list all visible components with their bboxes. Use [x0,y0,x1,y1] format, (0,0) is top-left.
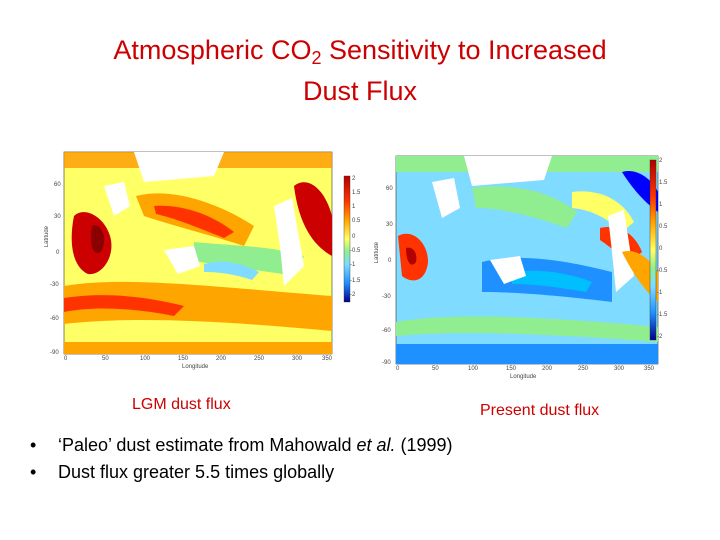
present-y-tick: 60 [386,186,393,192]
present-y-tick: -30 [382,294,391,300]
present-colorbar-tick: 0 [659,246,663,252]
lgm-colorbar-tick: -0.5 [350,248,361,254]
lgm-x-axis-label: Longitude [182,364,209,370]
title-line-1: Atmospheric CO2 Sensitivity to Increased [113,35,607,68]
present-colorbar-tick: 1.5 [659,180,668,186]
lgm-x-tick: 350 [322,356,333,362]
lgm-colorbar-tick: 0 [352,234,356,240]
present-x-tick: 150 [506,366,517,372]
present-x-tick: 100 [468,366,479,372]
lgm-y-axis-label: Latitude [44,226,50,248]
lgm-x-tick: 200 [216,356,227,362]
lgm-colorbar-tick: -2 [350,292,356,298]
bullet-item: ‘Paleo’ dust estimate from Mahowald et a… [28,432,453,459]
present-y-tick: 0 [388,258,392,264]
lgm-x-tick: 0 [64,356,68,362]
lgm-y-tick: -60 [50,316,59,322]
lgm-x-tick: 250 [254,356,265,362]
present-x-tick: 350 [644,366,655,372]
bullet-item: Dust flux greater 5.5 times globally [28,459,453,486]
present-x-tick: 250 [578,366,589,372]
lgm-colorbar-tick: -1.5 [350,278,361,284]
present-colorbar-tick: -0.5 [657,268,668,274]
present-x-axis-label: Longitude [510,374,537,380]
lgm-dust-map: Latitude Longitude 0 50 100 150 200 250 … [44,146,360,380]
present-y-tick: 30 [386,222,393,228]
lgm-x-tick: 300 [292,356,303,362]
present-colorbar-tick: 0.5 [659,224,668,230]
bullet-list: ‘Paleo’ dust estimate from Mahowald et a… [28,432,453,486]
present-colorbar-tick: -1 [657,290,663,296]
lgm-colorbar-tick: 0.5 [352,218,361,224]
present-y-tick: -90 [382,360,391,366]
present-y-tick: -60 [382,328,391,334]
lgm-colorbar-tick: 1 [352,204,356,210]
lgm-x-tick: 100 [140,356,151,362]
lgm-map-image [63,151,351,355]
lgm-x-tick: 50 [102,356,109,362]
present-x-tick: 300 [614,366,625,372]
lgm-y-tick: 0 [56,250,60,256]
lgm-y-tick: 60 [54,182,61,188]
slide-title: Atmospheric CO2 Sensitivity to Increased… [40,34,680,108]
present-x-tick: 0 [396,366,400,372]
lgm-caption: LGM dust flux [132,396,231,413]
present-colorbar-tick: 1 [659,202,663,208]
lgm-y-tick: -90 [50,350,59,356]
present-colorbar-tick: 2 [659,158,663,164]
present-map-image [395,155,659,365]
lgm-colorbar-tick: -1 [350,262,356,268]
present-colorbar-tick: -1.5 [657,312,668,318]
present-y-axis-label: Latitude [374,242,380,264]
lgm-colorbar-tick: 2 [352,176,356,182]
lgm-y-tick: -30 [50,282,59,288]
lgm-y-tick: 30 [54,214,61,220]
title-line-2: Dust Flux [302,76,418,106]
present-caption: Present dust flux [480,402,600,419]
present-x-tick: 50 [432,366,439,372]
lgm-x-tick: 150 [178,356,189,362]
present-colorbar-tick: -2 [657,334,663,340]
lgm-colorbar-tick: 1.5 [352,190,361,196]
present-dust-map: Latitude Longitude 0 50 100 150 200 250 … [372,152,672,384]
present-x-tick: 200 [542,366,553,372]
